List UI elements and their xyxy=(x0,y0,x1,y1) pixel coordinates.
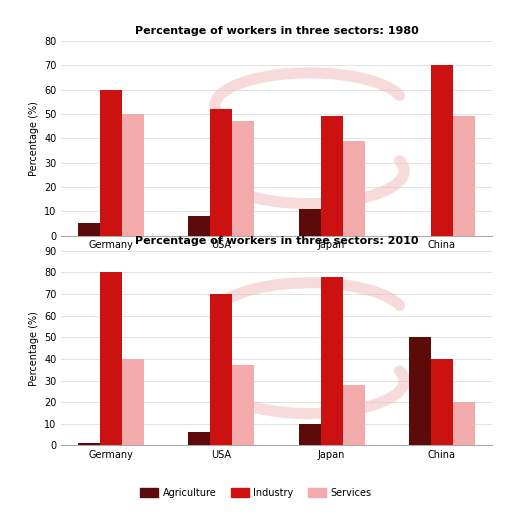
Bar xyxy=(210,109,232,236)
Bar xyxy=(100,272,122,445)
Y-axis label: Percentage (%): Percentage (%) xyxy=(29,101,38,176)
Bar xyxy=(453,116,475,236)
Title: Percentage of workers in three sectors: 1980: Percentage of workers in three sectors: … xyxy=(135,26,418,36)
Bar xyxy=(188,216,210,236)
Bar xyxy=(78,443,100,445)
Y-axis label: Percentage (%): Percentage (%) xyxy=(29,311,38,386)
Bar xyxy=(321,277,343,445)
Bar xyxy=(232,366,254,445)
Bar xyxy=(232,121,254,236)
Bar xyxy=(321,116,343,236)
Bar xyxy=(431,65,453,236)
Bar xyxy=(343,141,365,236)
Bar xyxy=(122,359,144,445)
Bar xyxy=(122,114,144,236)
Bar xyxy=(100,90,122,236)
Bar xyxy=(210,294,232,445)
Bar xyxy=(431,359,453,445)
Bar xyxy=(453,402,475,445)
Bar xyxy=(188,433,210,445)
Bar xyxy=(409,337,431,445)
Bar xyxy=(298,424,321,445)
Title: Percentage of workers in three sectors: 2010: Percentage of workers in three sectors: … xyxy=(135,236,418,246)
Bar xyxy=(298,209,321,236)
Bar xyxy=(343,385,365,445)
Bar xyxy=(78,223,100,236)
Legend: Agriculture, Industry, Services: Agriculture, Industry, Services xyxy=(136,484,376,502)
